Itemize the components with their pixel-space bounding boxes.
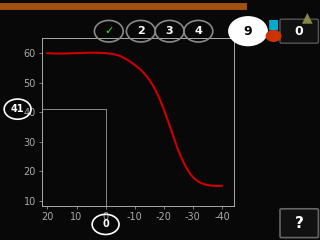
Text: 41: 41 [11,104,24,114]
Text: 0: 0 [102,219,109,229]
Text: 3: 3 [166,26,173,36]
Text: ▲: ▲ [302,10,313,24]
Text: ✓: ✓ [104,26,114,36]
Text: 0: 0 [295,25,304,38]
Text: 4: 4 [195,26,202,36]
Text: ?: ? [295,216,304,231]
Text: 9: 9 [244,25,252,38]
Text: 2: 2 [137,26,145,36]
